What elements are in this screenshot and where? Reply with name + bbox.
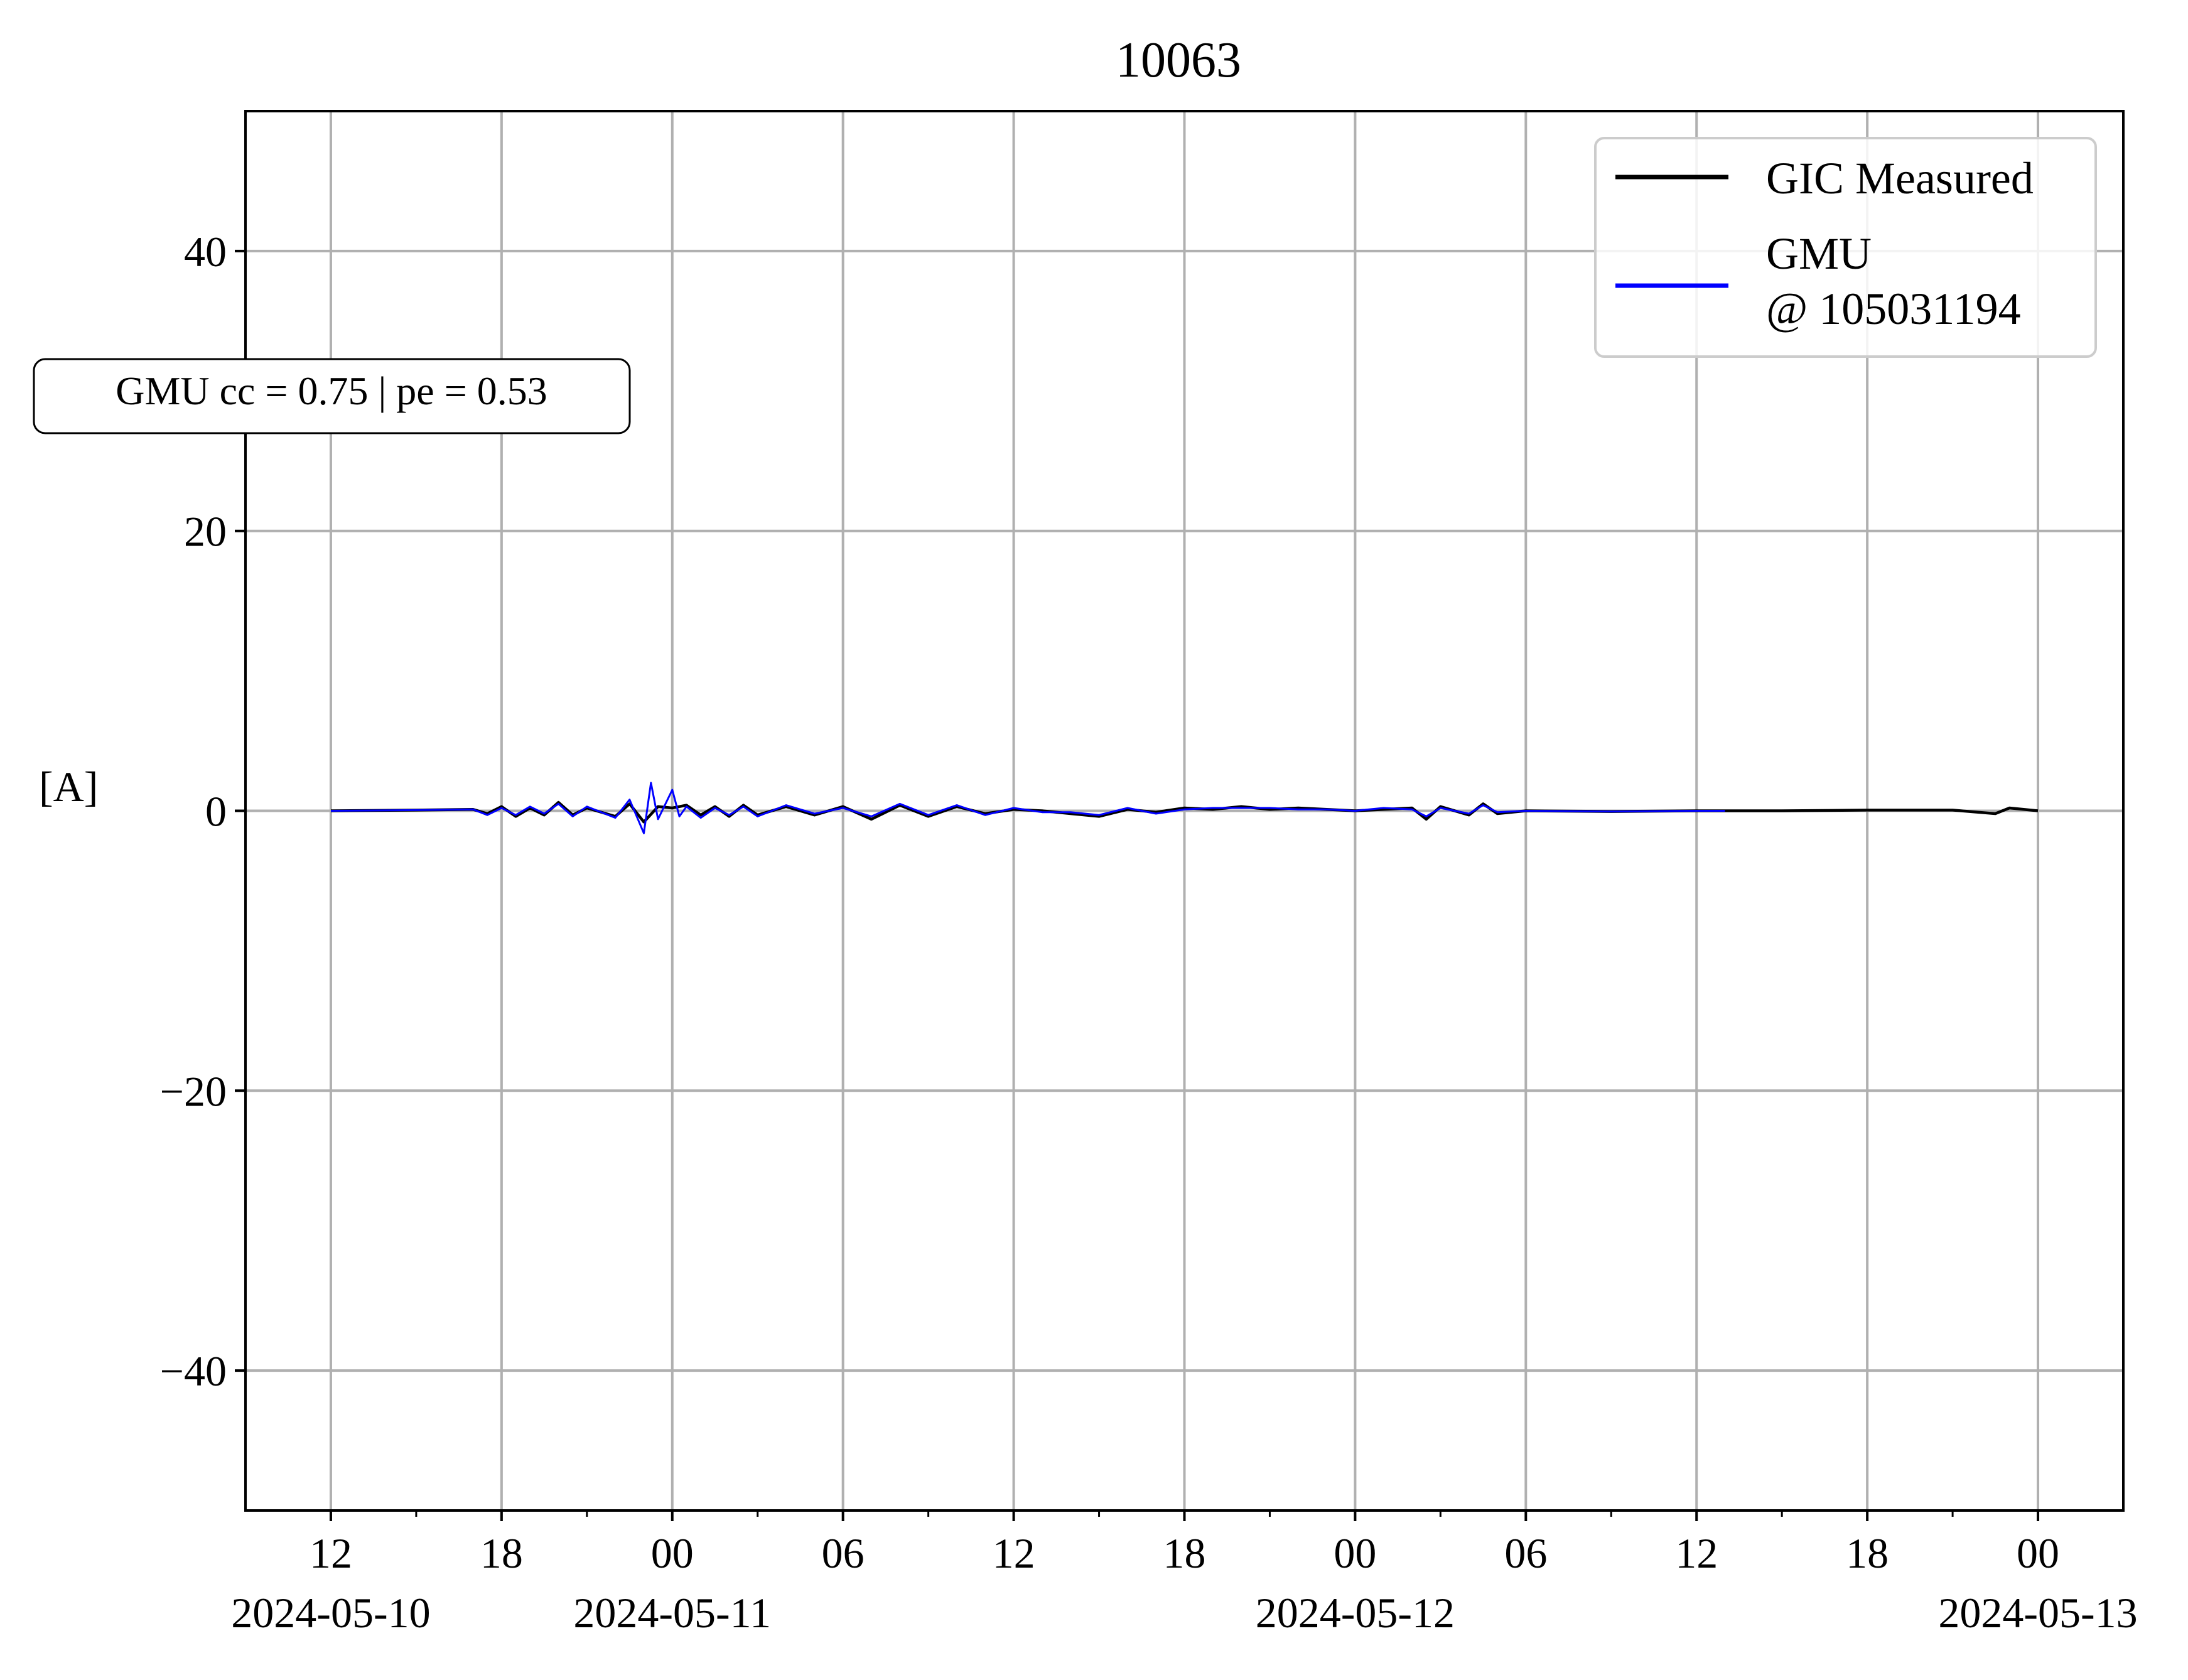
x-tick-label: 00 [2017,1529,2059,1577]
y-tick-label: 20 [184,508,227,556]
y-tick-label: −20 [160,1067,227,1115]
y-axis-label: [A] [39,763,98,810]
x-tick-label: 18 [1163,1529,1206,1577]
legend-label-gmu: GMU @ 105031194 [1766,229,2021,334]
x-date-label: 2024-05-11 [573,1589,771,1637]
metrics-annotation-text: GMU cc = 0.75 | pe = 0.53 [116,369,547,413]
x-tick-label: 18 [1846,1529,1889,1577]
legend: GIC Measured GMU @ 105031194 [1594,137,2097,358]
ticks: 40 20 0 −20 −40 12 2024-05-10 18 00 2024-05-11 06 1… [160,228,2138,1637]
series-layer [330,782,2039,834]
x-tick-label: 06 [1504,1529,1547,1577]
x-tick-label: 12 [310,1529,352,1577]
x-tick-label: 00 [1334,1529,1376,1577]
x-date-label: 2024-05-13 [1938,1589,2137,1637]
metrics-annotation: GMU cc = 0.75 | pe = 0.53 [33,358,631,434]
x-date-label: 2024-05-10 [231,1589,430,1637]
legend-label-gic-measured: GIC Measured [1766,153,2034,203]
chart-title: 10063 [1116,33,1241,88]
x-tick-label: 12 [1675,1529,1718,1577]
x-date-label: 2024-05-12 [1256,1589,1455,1637]
x-tick-label: 06 [822,1529,865,1577]
y-tick-label: −40 [160,1347,227,1395]
x-tick-label: 00 [651,1529,694,1577]
y-tick-label: 0 [205,788,227,836]
x-tick-label: 12 [993,1529,1035,1577]
y-tick-label: 40 [184,228,227,276]
series-line-gmu [330,782,1725,834]
x-tick-label: 18 [480,1529,523,1577]
